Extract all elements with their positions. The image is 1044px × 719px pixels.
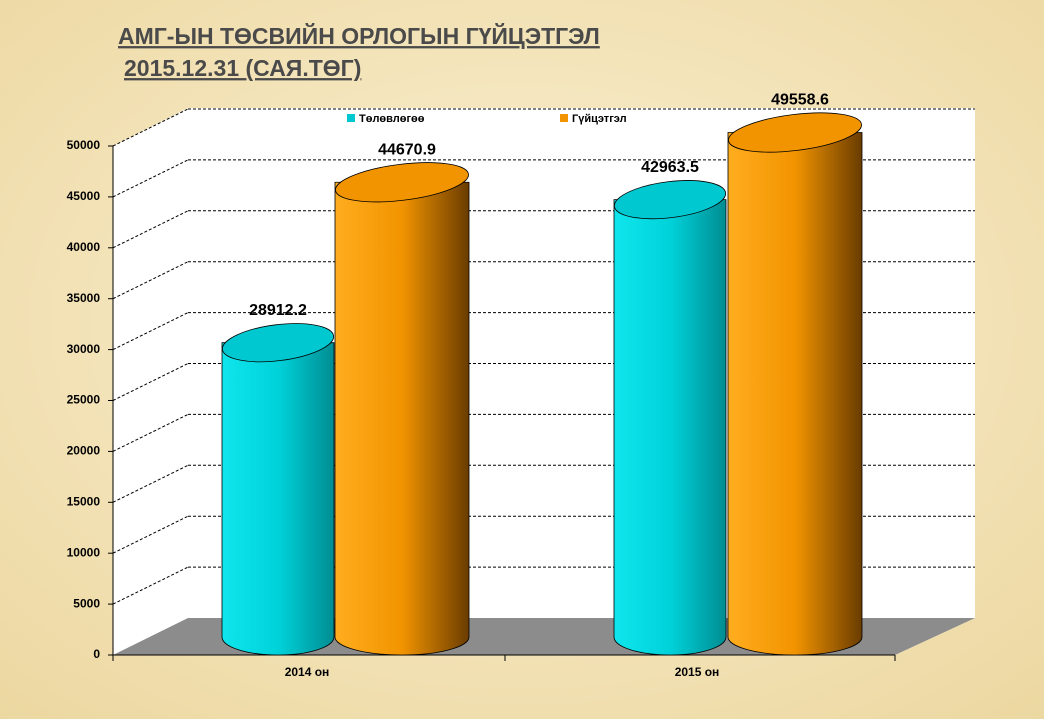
cylinder-body	[334, 181, 470, 656]
cylinder-body	[221, 342, 335, 656]
cylinder-body	[613, 199, 727, 656]
y-tick-label: 35000	[67, 291, 101, 305]
chart-title: АМГ-ЫН ТӨСВИЙН ОРЛОГЫН ГҮЙЦЭТГЭЛ	[118, 22, 600, 49]
cylinder-top	[613, 180, 727, 220]
y-tick-label: 15000	[67, 494, 101, 508]
y-tick-label: 30000	[67, 342, 101, 356]
value-label: 28912.2	[249, 302, 307, 319]
grid-line	[112, 108, 189, 147]
cylinder-top	[221, 323, 335, 363]
x-tick-label: 2015 он	[675, 665, 720, 679]
grid-line	[112, 413, 189, 452]
grid-line	[112, 515, 189, 554]
cylinder-top	[728, 112, 862, 153]
grid-line	[112, 210, 189, 249]
cylinder-body	[727, 132, 863, 656]
y-tick-label: 20000	[67, 444, 101, 458]
grid-line	[112, 261, 189, 300]
y-tick-label: 10000	[67, 545, 101, 559]
y-tick-label: 0	[93, 647, 100, 661]
grid-line	[112, 159, 189, 198]
y-tick-label: 5000	[73, 596, 100, 610]
legend-label: Гүйцэтгэл	[572, 113, 627, 125]
grid-line	[112, 464, 189, 503]
grid-line	[112, 363, 189, 401]
cylinder	[221, 323, 335, 656]
y-tick-label: 25000	[67, 393, 101, 407]
y-tick-label: 50000	[67, 138, 101, 152]
chart-subtitle: 2015.12.31 (САЯ.ТӨГ)	[124, 55, 361, 81]
value-label: 42963.5	[641, 159, 699, 176]
grid-line	[112, 312, 189, 351]
legend-label: Төлөвлөгөө	[359, 113, 425, 125]
legend-swatch	[347, 114, 355, 122]
legend-swatch	[560, 114, 568, 122]
y-tick-label: 45000	[67, 189, 101, 203]
value-label: 49558.6	[771, 92, 829, 109]
y-tick-label: 40000	[67, 240, 101, 254]
x-tick-label: 2014 он	[285, 665, 330, 679]
value-label: 44670.9	[378, 141, 436, 158]
cylinder-top	[335, 162, 469, 203]
cylinder	[613, 180, 727, 656]
grid-line	[112, 566, 189, 605]
cylinder	[334, 162, 470, 656]
cylinder	[727, 112, 863, 656]
